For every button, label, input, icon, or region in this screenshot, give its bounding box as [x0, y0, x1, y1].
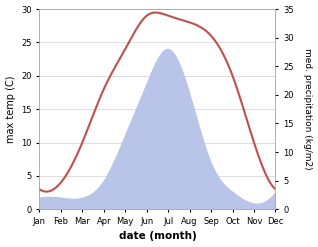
Y-axis label: med. precipitation (kg/m2): med. precipitation (kg/m2): [303, 48, 313, 170]
X-axis label: date (month): date (month): [119, 231, 196, 242]
Y-axis label: max temp (C): max temp (C): [5, 75, 16, 143]
